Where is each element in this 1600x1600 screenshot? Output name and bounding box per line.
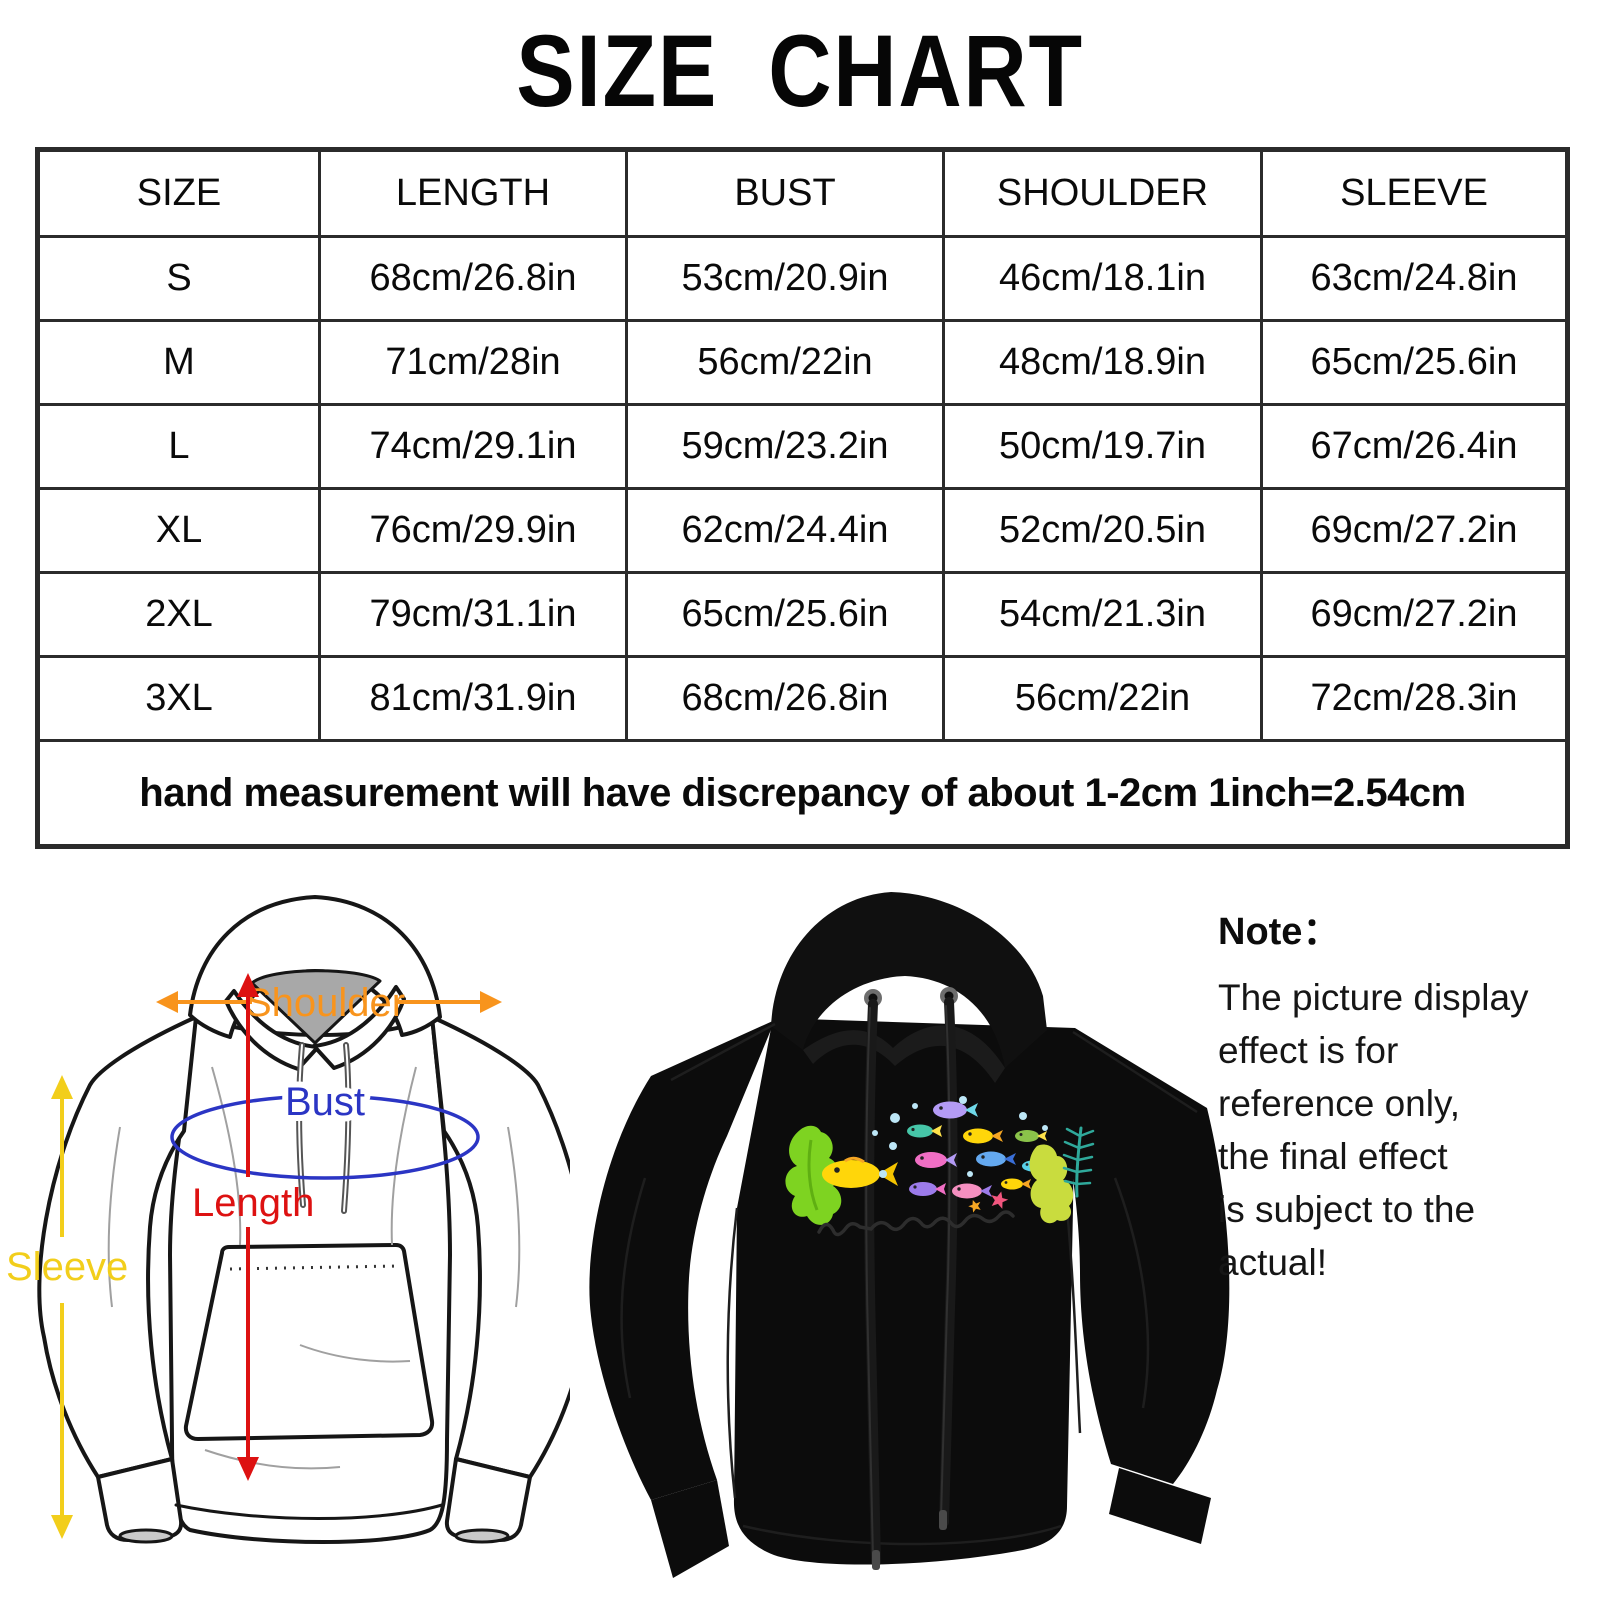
shoulder-cell: 52cm/20.5in <box>942 487 1263 574</box>
col-header-sleeve: SLEEVE <box>1260 148 1569 238</box>
length-cell: 76cm/29.9in <box>318 487 628 574</box>
note-line: reference only, <box>1218 1083 1460 1124</box>
sea-life-print <box>785 1096 1095 1237</box>
length-cell: 74cm/29.1in <box>318 403 628 490</box>
col-header-length: LENGTH <box>318 148 628 238</box>
shoulder-cell: 56cm/22in <box>942 655 1263 742</box>
col-header-size: SIZE <box>36 148 321 238</box>
note-line: actual! <box>1218 1242 1328 1283</box>
sleeve-cell: 72cm/28.3in <box>1260 655 1569 742</box>
hood <box>771 892 1047 1068</box>
grommets <box>864 987 958 1007</box>
starfish-icon <box>991 1191 1009 1209</box>
note-heading: Note： <box>1218 911 1341 953</box>
col-header-shoulder: SHOULDER <box>942 148 1263 238</box>
bust-cell: 53cm/20.9in <box>625 235 945 322</box>
bust-cell: 68cm/26.8in <box>625 655 945 742</box>
note-line: The picture display <box>1218 977 1529 1018</box>
hoodie-drawstrings <box>864 997 958 1570</box>
shoulder-cell: 48cm/18.9in <box>942 319 1263 406</box>
shoulder-label: Shoulder <box>245 981 405 1025</box>
bubble-icon <box>872 1096 1048 1178</box>
shoulder-cell: 50cm/19.7in <box>942 403 1263 490</box>
table-row: 3XL 81cm/31.9in 68cm/26.8in 56cm/22in 72… <box>36 655 1569 742</box>
measurement-diagram-illustration: Shoulder Bust Length Sleeve <box>6 895 570 1544</box>
bust-cell: 62cm/24.4in <box>625 487 945 574</box>
sleeve-cell: 69cm/27.2in <box>1260 571 1569 658</box>
seaweed-icon <box>785 1125 842 1225</box>
script-caption-squiggle <box>817 1210 1015 1237</box>
size-table: SIZE LENGTH BUST SHOULDER SLEEVE S 68cm/… <box>35 147 1570 849</box>
torso <box>733 1018 1075 1565</box>
right-sleeve-outline <box>430 1015 570 1479</box>
table-row: 2XL 79cm/31.1in 65cm/25.6in 54cm/21.3in … <box>36 571 1569 658</box>
sleeve-cell: 63cm/24.8in <box>1260 235 1569 322</box>
sleeve-arrow <box>51 1075 73 1539</box>
right-cuff-opening <box>454 1528 510 1544</box>
fold-lines <box>107 1066 521 1470</box>
bust-cell: 65cm/25.6in <box>625 571 945 658</box>
seaweed-right-icon <box>1029 1144 1074 1224</box>
length-cell: 79cm/31.1in <box>318 571 628 658</box>
size-cell: 3XL <box>36 655 321 742</box>
table-row: XL 76cm/29.9in 62cm/24.4in 52cm/20.5in 6… <box>36 487 1569 574</box>
size-cell: 2XL <box>36 571 321 658</box>
table-row: M 71cm/28in 56cm/22in 48cm/18.9in 65cm/2… <box>36 319 1569 406</box>
note-line: effect is for <box>1218 1030 1399 1071</box>
length-cell: 68cm/26.8in <box>318 235 628 322</box>
shoulder-cell: 54cm/21.3in <box>942 571 1263 658</box>
bust-cell: 59cm/23.2in <box>625 403 945 490</box>
size-cell: S <box>36 235 321 322</box>
table-header-row: SIZE LENGTH BUST SHOULDER SLEEVE <box>36 148 1569 238</box>
table-footnote-row: hand measurement will have discrepancy o… <box>36 739 1569 848</box>
length-label: Length <box>192 1181 314 1225</box>
bust-label: Bust <box>285 1080 365 1124</box>
right-cuff <box>1109 1468 1211 1544</box>
size-cell: XL <box>36 487 321 574</box>
hem-line <box>174 1503 444 1520</box>
fern-icon <box>1062 1126 1095 1198</box>
sleeve-cell: 67cm/26.4in <box>1260 403 1569 490</box>
table-row: S 68cm/26.8in 53cm/20.9in 46cm/18.1in 63… <box>36 235 1569 322</box>
garment-seam-lines <box>620 1022 1198 1546</box>
page-title: SIZE CHART <box>516 14 1084 128</box>
kangaroo-pocket <box>183 1243 435 1441</box>
note-line: the final effect <box>1218 1136 1448 1177</box>
shoulder-cell: 46cm/18.1in <box>942 235 1263 322</box>
big-yellow-fish-icon <box>822 1156 898 1188</box>
left-cuff-opening <box>118 1528 174 1544</box>
size-cell: M <box>36 319 321 406</box>
collar-right-flap <box>312 985 406 1070</box>
left-sleeve <box>589 1020 775 1500</box>
note-block: Note： The picture display effect is for … <box>1218 900 1578 1289</box>
shoulder-arrow <box>156 991 502 1013</box>
drawstrings <box>296 1042 352 1214</box>
col-header-bust: BUST <box>625 148 945 238</box>
sleeve-cell: 69cm/27.2in <box>1260 487 1569 574</box>
measurement-footnote: hand measurement will have discrepancy o… <box>36 739 1569 848</box>
starfish-icon <box>968 1199 981 1213</box>
sleeve-label: Sleeve <box>6 1245 128 1289</box>
size-cell: L <box>36 403 321 490</box>
black-hoodie-product-image <box>589 892 1230 1578</box>
table-row: L 74cm/29.1in 59cm/23.2in 50cm/19.7in 67… <box>36 403 1569 490</box>
left-sleeve-outline <box>37 1015 198 1479</box>
bust-cell: 56cm/22in <box>625 319 945 406</box>
length-cell: 81cm/31.9in <box>318 655 628 742</box>
length-arrow <box>237 973 259 1481</box>
hood-inner-lining <box>250 969 382 1045</box>
sleeve-cell: 65cm/25.6in <box>1260 319 1569 406</box>
length-cell: 71cm/28in <box>318 319 628 406</box>
bust-ellipse <box>170 1094 480 1180</box>
note-line: is subject to the <box>1218 1189 1476 1230</box>
left-cuff <box>651 1480 729 1578</box>
pocket-stitch-line <box>229 1264 399 1271</box>
